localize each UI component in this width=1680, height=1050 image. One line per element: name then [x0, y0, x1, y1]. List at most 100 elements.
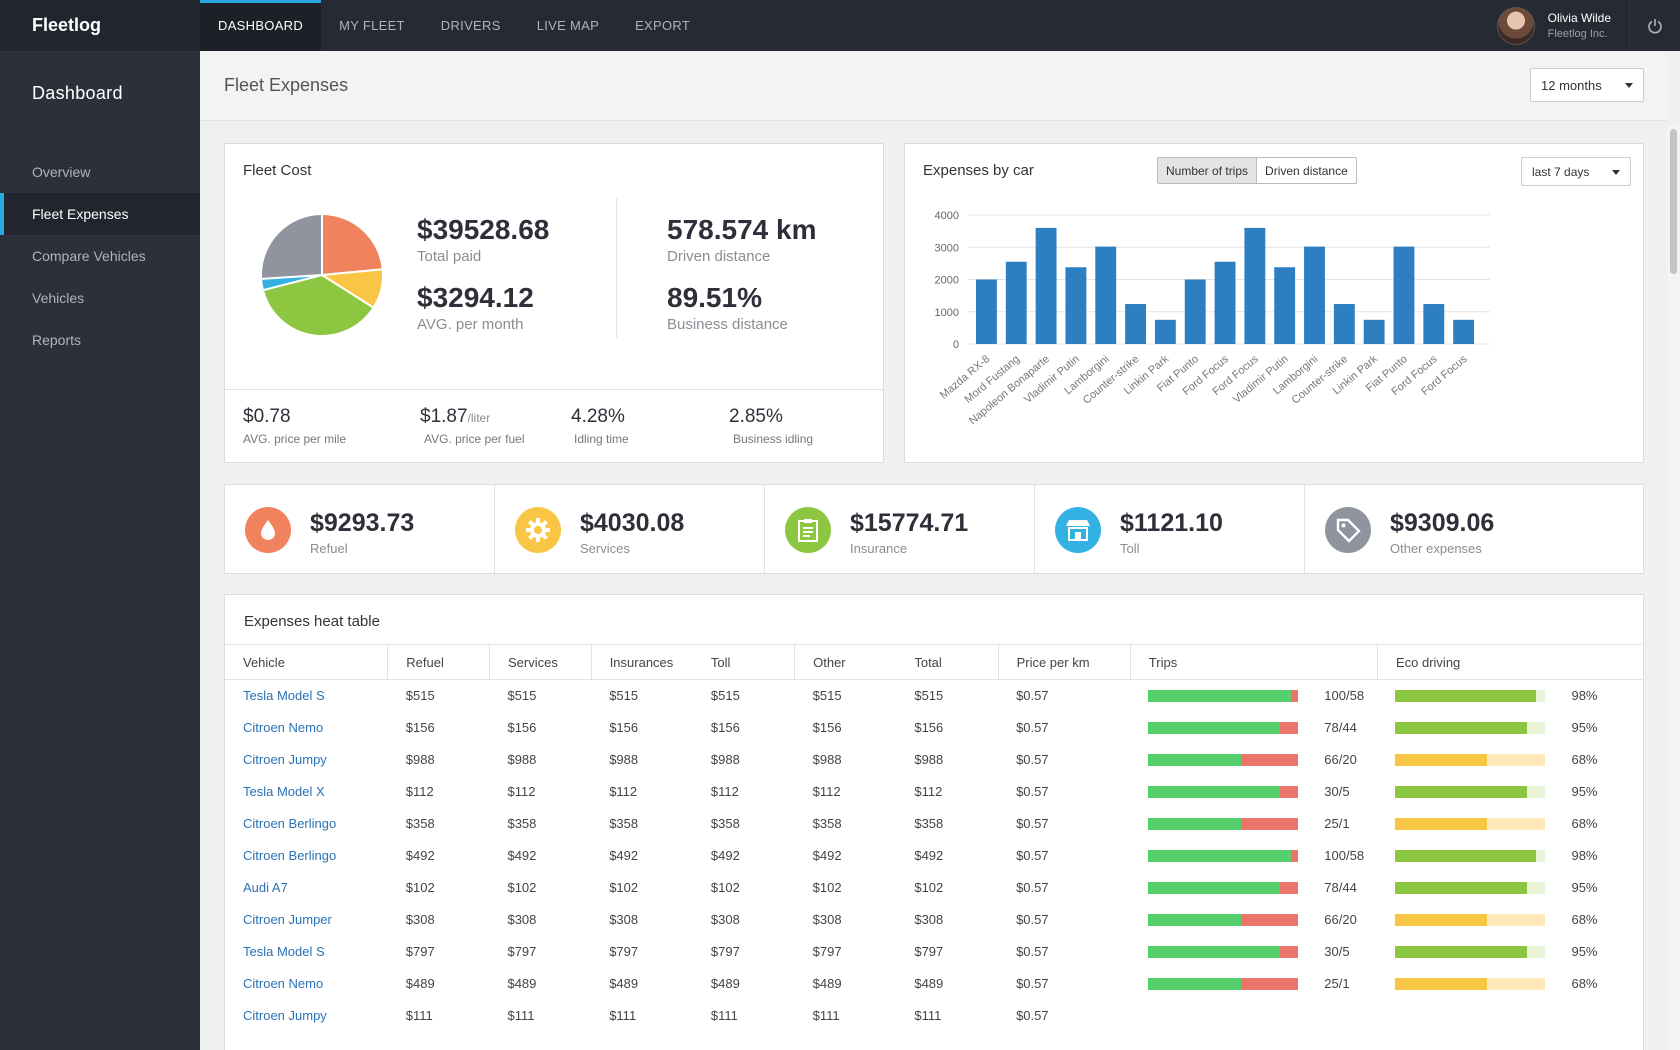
clipboard-icon: [785, 507, 831, 553]
trips-bar-fill: [1148, 913, 1242, 926]
column-header-refuel[interactable]: Refuel: [387, 644, 490, 680]
chart-bar[interactable]: [1125, 304, 1146, 344]
nav-tab-drivers[interactable]: DRIVERS: [440, 18, 501, 33]
sidebar-item-fleet-expenses[interactable]: Fleet Expenses: [0, 193, 200, 235]
column-header-insurances[interactable]: Insurances: [590, 644, 693, 680]
sidebar-item-vehicles[interactable]: Vehicles: [32, 290, 85, 306]
chart-bar[interactable]: [1154, 319, 1176, 344]
vehicle-link[interactable]: Citroen Nemo: [243, 976, 324, 991]
chart-bar[interactable]: [1095, 246, 1117, 344]
column-header-trips[interactable]: Trips: [1129, 644, 1378, 680]
eco-driving-cell: 95%: [1377, 936, 1642, 968]
heat-table-body: Tesla Model S $515 $515 $515 $515 $515 $515 $0.…: [225, 680, 1642, 1032]
chart-bar[interactable]: [1005, 261, 1027, 344]
vehicle-link[interactable]: Citroen Nemo: [243, 720, 324, 735]
table-row: Tesla Model S $515 $515 $515 $515 $515 $515 $0.…: [225, 680, 1642, 712]
vehicle-link[interactable]: Tesla Model S: [243, 944, 325, 959]
pie-slice[interactable]: [321, 212, 384, 277]
chart-bar[interactable]: [1035, 227, 1057, 344]
scrollbar[interactable]: [1667, 125, 1680, 1050]
eco-cell-content: 98%: [1395, 848, 1642, 863]
kpi-label: Other expenses: [1390, 541, 1482, 556]
kpi-refuel: $9293.73 Refuel: [225, 485, 495, 573]
column-header-toll[interactable]: Toll: [692, 644, 795, 680]
expense-cell: $112: [710, 784, 739, 799]
sidebar-item-compare-vehicles[interactable]: Compare Vehicles: [32, 248, 146, 264]
trips-cell-content: 30/5: [1148, 784, 1377, 799]
expense-cell: $156: [914, 720, 944, 735]
chart-bar[interactable]: [1065, 267, 1087, 344]
expense-cell: $492: [710, 848, 740, 863]
price-per-km-cell: $0.57: [1016, 816, 1049, 831]
expense-cell: $156: [812, 720, 842, 735]
toggle-number-of-trips[interactable]: Number of trips: [1158, 158, 1258, 183]
trips-cell-content: 78/44: [1148, 720, 1377, 735]
eco-bar-fill: [1395, 785, 1528, 798]
chart-bar[interactable]: [1214, 261, 1236, 344]
eco-bar-fill: [1395, 721, 1528, 734]
eco-bar: [1395, 977, 1546, 990]
vehicle-link[interactable]: Citroen Jumpy: [243, 1008, 327, 1023]
pie-slice[interactable]: [261, 273, 375, 337]
column-header-services[interactable]: Services: [488, 644, 592, 680]
user-info[interactable]: Olivia Wilde Fleetlog Inc.: [1548, 11, 1611, 40]
pie-slice[interactable]: [260, 212, 323, 280]
logout-button[interactable]: [1629, 0, 1680, 51]
expense-cell: $102: [507, 880, 537, 895]
column-header-eco-driving[interactable]: Eco driving: [1376, 644, 1642, 680]
page-title: Fleet Expenses: [224, 75, 349, 95]
chart-bar[interactable]: [1244, 227, 1266, 344]
column-header-other[interactable]: Other: [794, 644, 897, 680]
expense-cell: $358: [710, 816, 740, 831]
range-select[interactable]: last 7 days: [1521, 157, 1631, 186]
eco-bar: [1395, 817, 1546, 830]
expense-cell: $112: [609, 784, 638, 799]
vehicle-link[interactable]: Citroen Berlingo: [243, 848, 337, 863]
chart-bar[interactable]: [1274, 267, 1296, 344]
nav-tab-live-map[interactable]: LIVE MAP: [536, 18, 600, 33]
vehicle-link[interactable]: Citroen Jumper: [243, 912, 332, 927]
chart-bar[interactable]: [1453, 319, 1475, 344]
eco-value: 95%: [1571, 880, 1598, 895]
sidebar-menu: Overview Fleet Expenses Compare Vehicles Ve…: [0, 151, 200, 361]
vehicle-link[interactable]: Audi A7: [243, 880, 288, 895]
scrollbar-thumb[interactable]: [1670, 129, 1677, 274]
trips-bar: [1148, 977, 1299, 990]
nav-tab-my-fleet[interactable]: MY FLEET: [339, 18, 405, 33]
expense-cell: $358: [914, 816, 944, 831]
nav-tab-dashboard[interactable]: DASHBOARD: [200, 0, 322, 51]
period-select[interactable]: 12 months: [1530, 68, 1644, 102]
nav-tab-export[interactable]: EXPORT: [635, 18, 691, 33]
sidebar-item-overview[interactable]: Overview: [32, 164, 91, 180]
vehicle-link[interactable]: Citroen Berlingo: [243, 816, 337, 831]
avatar[interactable]: [1496, 6, 1535, 45]
trips-cell-content: 25/1: [1148, 816, 1377, 831]
chart-bar[interactable]: [1423, 304, 1445, 344]
chart-bar[interactable]: [1304, 246, 1325, 344]
expense-cell: $156: [507, 720, 537, 735]
vehicle-link[interactable]: Tesla Model X: [243, 784, 325, 799]
column-header-total[interactable]: Total: [896, 644, 999, 680]
eco-cell-content: 68%: [1395, 752, 1642, 767]
vehicle-link[interactable]: Citroen Jumpy: [243, 752, 327, 767]
brand-logo[interactable]: Fleetlog: [0, 0, 200, 51]
chart-bar[interactable]: [1184, 279, 1206, 345]
toggle-driven-distance[interactable]: Driven distance: [1265, 163, 1348, 178]
chart-bar[interactable]: [1333, 304, 1355, 344]
kpi-label: Insurance: [850, 541, 908, 556]
eco-value: 68%: [1571, 816, 1598, 831]
chart-bar[interactable]: [1363, 319, 1385, 344]
vehicle-link[interactable]: Tesla Model S: [243, 688, 325, 704]
sidebar-item-reports[interactable]: Reports: [32, 332, 82, 348]
expense-cell: $308: [405, 912, 435, 927]
chart-bar[interactable]: [1393, 246, 1415, 344]
table-row: Citroen Jumper $308 $308 $308 $308 $308 $308 $0…: [225, 904, 1642, 936]
footer-stat-label: Business idling: [733, 432, 814, 446]
toll-booth-icon: [1055, 507, 1101, 553]
column-header-vehicle[interactable]: Vehicle: [225, 644, 388, 680]
trips-bar-fill: [1148, 881, 1281, 894]
chart-bar[interactable]: [976, 279, 997, 345]
expenses-by-car-card: Expenses by car Number of trips Driven d…: [904, 143, 1644, 463]
expense-cell: $797: [914, 944, 944, 959]
column-header-price-per-km[interactable]: Price per km: [997, 644, 1131, 680]
